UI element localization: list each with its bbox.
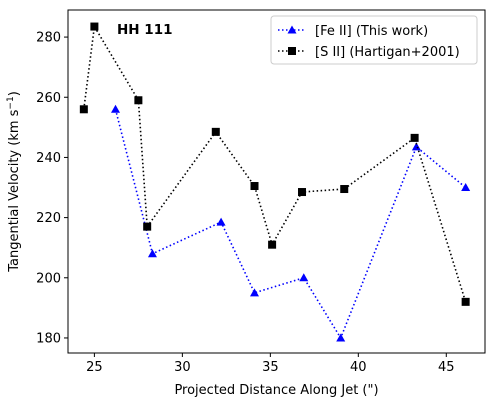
data-point-s: [410, 133, 419, 142]
legend: [Fe II] (This work) [S II] (Hartigan+200…: [270, 15, 478, 65]
data-point-s: [250, 182, 259, 191]
data-point-s: [268, 240, 277, 249]
x-tick-label: 40: [350, 360, 367, 375]
data-point-fe: [250, 288, 260, 297]
data-point-s: [211, 127, 220, 136]
data-point-s: [340, 185, 349, 194]
x-tick-label: 35: [262, 360, 279, 375]
data-point-s: [298, 188, 307, 197]
data-point-fe: [461, 183, 471, 192]
series-line-1: [83, 24, 467, 303]
data-point-fe: [216, 217, 226, 226]
data-point-fe: [336, 333, 346, 342]
plot-content: [79, 22, 471, 342]
y-tick-label: 280: [36, 31, 61, 46]
data-point-s: [461, 297, 470, 306]
annotation-label: HH 111: [117, 22, 172, 38]
data-point-s: [79, 105, 88, 114]
legend-frame: [270, 15, 478, 65]
legend-label-s: [S II] (Hartigan+2001): [315, 45, 460, 60]
legend-marker-fe: [287, 25, 297, 34]
series-line-0: [114, 109, 467, 340]
data-point-fe: [147, 249, 157, 258]
data-point-fe: [411, 142, 421, 151]
y-axis-label: Tangential Velocity (km s−1): [6, 91, 22, 273]
y-axis-label-main: Tangential Velocity (km s: [7, 109, 22, 272]
y-tick-label: 260: [36, 91, 61, 106]
y-tick-label: 220: [36, 211, 61, 226]
y-axis-label-sup: −1: [6, 96, 16, 109]
x-axis: 25 30 35 40 45: [86, 353, 455, 375]
data-point-s: [143, 222, 152, 231]
x-tick-label: 45: [438, 360, 455, 375]
x-tick-label: 25: [86, 360, 103, 375]
data-point-s: [134, 96, 143, 105]
legend-label-fe: [Fe II] (This work): [315, 24, 428, 39]
y-axis-label-end: ): [7, 91, 22, 96]
data-point-fe: [111, 104, 121, 113]
data-point-fe: [299, 273, 309, 282]
x-axis-label: Projected Distance Along Jet ("): [174, 383, 378, 398]
y-tick-label: 180: [36, 331, 61, 346]
y-axis: 180 200 220 240 260 280: [36, 31, 68, 346]
plot-frame: [67, 9, 486, 354]
data-point-s: [90, 22, 99, 31]
legend-marker-s: [288, 47, 296, 55]
y-tick-label: 240: [36, 151, 61, 166]
y-tick-label: 200: [36, 271, 61, 286]
x-tick-label: 30: [174, 360, 191, 375]
